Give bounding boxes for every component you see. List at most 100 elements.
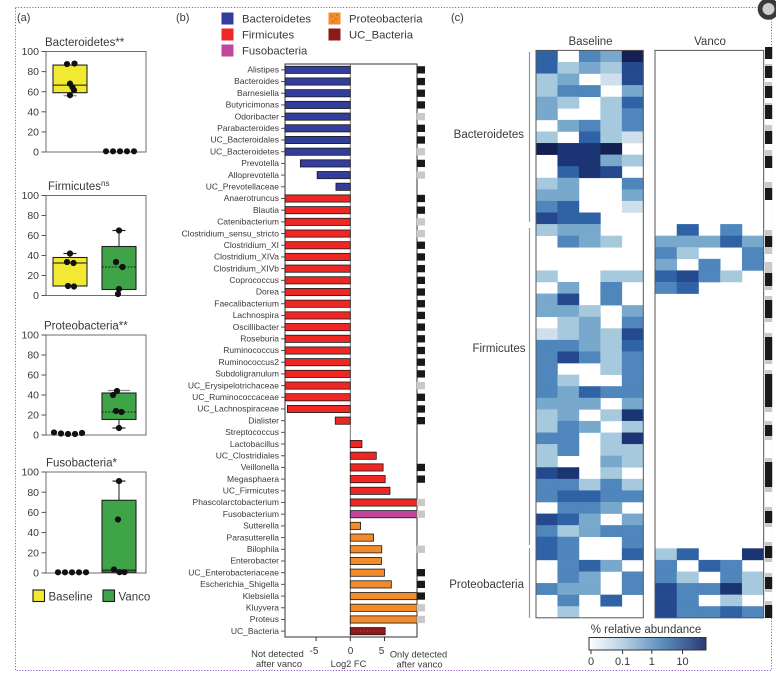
svg-text:Kluyvera: Kluyvera xyxy=(246,603,279,613)
svg-text:Blautia: Blautia xyxy=(253,205,279,215)
svg-text:80: 80 xyxy=(27,487,39,499)
svg-text:Proteobacteria**: Proteobacteria** xyxy=(44,321,128,333)
svg-text:Log2 FC: Log2 FC xyxy=(331,659,367,669)
svg-text:Firmicutes: Firmicutes xyxy=(242,29,294,41)
svg-text:UC_Prevotellaceae: UC_Prevotellaceae xyxy=(206,182,280,192)
svg-text:Sutterella: Sutterella xyxy=(243,521,279,531)
svg-text:Vanco: Vanco xyxy=(119,591,151,603)
svg-text:60: 60 xyxy=(27,86,39,98)
svg-text:Odoribacter: Odoribacter xyxy=(235,111,280,121)
svg-text:Catenibacterium: Catenibacterium xyxy=(217,217,279,227)
svg-text:100: 100 xyxy=(21,330,39,342)
svg-text:100: 100 xyxy=(21,46,39,58)
svg-text:20: 20 xyxy=(27,547,39,559)
svg-text:60: 60 xyxy=(27,507,39,519)
svg-text:100: 100 xyxy=(21,190,39,202)
svg-text:UC_Bacteroidetes: UC_Bacteroidetes xyxy=(210,146,279,156)
svg-text:Alistipes: Alistipes xyxy=(247,65,279,75)
svg-text:80: 80 xyxy=(27,350,39,362)
svg-text:Escherichia_Shigella: Escherichia_Shigella xyxy=(200,579,279,589)
svg-text:Proteobacteria: Proteobacteria xyxy=(449,579,524,591)
svg-text:UC_Bacteria: UC_Bacteria xyxy=(349,29,414,41)
svg-text:Oscillibacter: Oscillibacter xyxy=(233,322,279,332)
svg-text:1: 1 xyxy=(649,656,655,668)
svg-text:0: 0 xyxy=(33,290,39,302)
svg-text:(c): (c) xyxy=(451,12,464,24)
svg-text:Baseline: Baseline xyxy=(49,591,93,603)
svg-text:Firmicutes: Firmicutes xyxy=(472,343,525,355)
svg-text:UC_Erysipelotrichaceae: UC_Erysipelotrichaceae xyxy=(188,380,279,390)
svg-text:20: 20 xyxy=(27,410,39,422)
svg-text:Parasutterella: Parasutterella xyxy=(227,532,280,542)
svg-text:Clostridium_XIVb: Clostridium_XIVb xyxy=(213,263,279,273)
svg-text:Parabacteroides: Parabacteroides xyxy=(217,123,279,133)
svg-text:UC_Lachnospiraceae: UC_Lachnospiraceae xyxy=(197,404,279,414)
svg-text:Faecalibacterium: Faecalibacterium xyxy=(214,298,279,308)
svg-text:0: 0 xyxy=(33,147,39,159)
svg-text:Baseline: Baseline xyxy=(568,36,612,48)
svg-text:Prevotella: Prevotella xyxy=(241,158,279,168)
svg-text:60: 60 xyxy=(27,230,39,242)
svg-text:Phascolarctobacterium: Phascolarctobacterium xyxy=(193,497,279,507)
svg-text:UC_Firmicutes: UC_Firmicutes xyxy=(223,486,279,496)
svg-text:Firmicutesns: Firmicutesns xyxy=(48,179,109,193)
svg-text:UC_Bacteria: UC_Bacteria xyxy=(231,626,279,636)
svg-text:Vanco: Vanco xyxy=(694,36,726,48)
svg-text:Bacteroidetes**: Bacteroidetes** xyxy=(45,37,125,49)
svg-text:5: 5 xyxy=(379,646,385,657)
svg-text:Barnesiella: Barnesiella xyxy=(237,88,279,98)
svg-text:0: 0 xyxy=(348,646,354,657)
svg-text:-5: -5 xyxy=(310,646,319,657)
svg-text:% relative abundance: % relative abundance xyxy=(591,624,702,636)
svg-text:Fusobacterium: Fusobacterium xyxy=(223,509,279,519)
svg-text:Ruminococcus2: Ruminococcus2 xyxy=(219,357,280,367)
svg-text:UC_Enterobacteriaceae: UC_Enterobacteriaceae xyxy=(188,567,279,577)
svg-text:Only detected: Only detected xyxy=(390,650,447,660)
svg-text:UC_Bacteroidales: UC_Bacteroidales xyxy=(210,135,279,145)
svg-text:Bacteroidetes: Bacteroidetes xyxy=(454,129,525,141)
svg-text:0: 0 xyxy=(33,430,39,442)
svg-text:Proteobacteria: Proteobacteria xyxy=(349,13,423,25)
svg-text:Lactobacillus: Lactobacillus xyxy=(230,439,279,449)
svg-text:20: 20 xyxy=(27,270,39,282)
svg-text:100: 100 xyxy=(21,467,39,479)
svg-text:10: 10 xyxy=(676,656,688,668)
svg-text:Coprococcus: Coprococcus xyxy=(229,275,279,285)
svg-text:80: 80 xyxy=(27,210,39,222)
svg-text:Subdoligranulum: Subdoligranulum xyxy=(215,369,279,379)
svg-text:Veillonella: Veillonella xyxy=(241,462,280,472)
svg-text:0: 0 xyxy=(33,568,39,580)
svg-text:Clostridium_XIVa: Clostridium_XIVa xyxy=(214,252,279,262)
svg-text:Klebsiella: Klebsiella xyxy=(243,591,280,601)
svg-text:Dialister: Dialister xyxy=(248,415,279,425)
svg-text:40: 40 xyxy=(27,527,39,539)
svg-text:after vanco: after vanco xyxy=(397,660,443,670)
svg-text:Lachnospira: Lachnospira xyxy=(233,310,280,320)
svg-text:Butyricimonas: Butyricimonas xyxy=(226,100,279,110)
svg-text:Not detected: Not detected xyxy=(251,649,304,659)
svg-text:after vanco: after vanco xyxy=(256,659,302,669)
svg-text:60: 60 xyxy=(27,370,39,382)
svg-text:UC_Ruminococcaceae: UC_Ruminococcaceae xyxy=(192,392,279,402)
svg-text:Fusobacteria*: Fusobacteria* xyxy=(46,458,117,470)
svg-text:0.1: 0.1 xyxy=(615,656,630,668)
svg-text:80: 80 xyxy=(27,66,39,78)
svg-text:20: 20 xyxy=(27,127,39,139)
svg-text:Streptococcus: Streptococcus xyxy=(225,427,279,437)
svg-text:Bilophila: Bilophila xyxy=(247,544,279,554)
svg-text:Proteus: Proteus xyxy=(250,614,279,624)
svg-text:40: 40 xyxy=(27,250,39,262)
svg-text:Clostridium_sensu_stricto: Clostridium_sensu_stricto xyxy=(182,228,280,238)
svg-text:Alloprevotella: Alloprevotella xyxy=(228,170,279,180)
svg-text:Enterobacter: Enterobacter xyxy=(230,556,279,566)
svg-text:Megasphaera: Megasphaera xyxy=(227,474,279,484)
svg-text:0: 0 xyxy=(588,656,594,668)
svg-text:Dorea: Dorea xyxy=(256,287,279,297)
svg-text:(a): (a) xyxy=(17,12,30,24)
svg-text:UC_Clostridiales: UC_Clostridiales xyxy=(216,450,279,460)
svg-text:40: 40 xyxy=(27,106,39,118)
svg-text:Clostridium_XI: Clostridium_XI xyxy=(224,240,279,250)
svg-text:Ruminococcus: Ruminococcus xyxy=(223,345,279,355)
svg-text:Bacteroides: Bacteroides xyxy=(234,76,279,86)
svg-text:Anaerotruncus: Anaerotruncus xyxy=(224,193,279,203)
